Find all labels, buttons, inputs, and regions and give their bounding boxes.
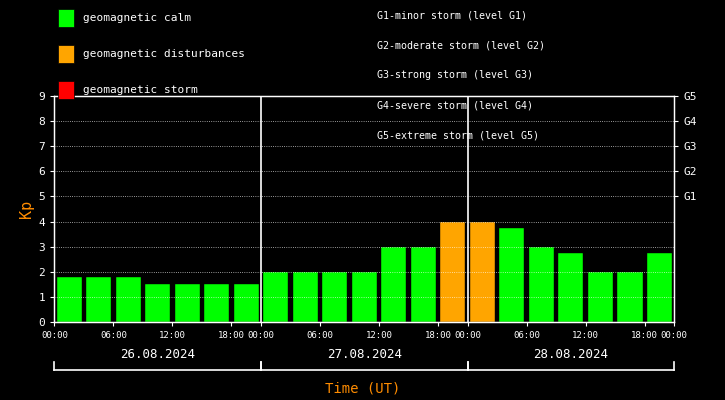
Bar bbox=[381, 247, 407, 322]
Bar bbox=[115, 277, 141, 322]
Bar bbox=[175, 284, 200, 322]
Bar bbox=[411, 247, 436, 322]
Text: G5-extreme storm (level G5): G5-extreme storm (level G5) bbox=[377, 130, 539, 140]
Text: G3-strong storm (level G3): G3-strong storm (level G3) bbox=[377, 70, 533, 80]
Bar bbox=[57, 277, 82, 322]
Text: G1-minor storm (level G1): G1-minor storm (level G1) bbox=[377, 10, 527, 20]
Bar bbox=[618, 272, 642, 322]
Bar bbox=[145, 284, 170, 322]
Text: G2-moderate storm (level G2): G2-moderate storm (level G2) bbox=[377, 40, 545, 50]
Bar bbox=[204, 284, 229, 322]
Text: geomagnetic disturbances: geomagnetic disturbances bbox=[83, 49, 244, 59]
Text: 26.08.2024: 26.08.2024 bbox=[120, 348, 195, 360]
Bar bbox=[500, 228, 524, 322]
Bar bbox=[293, 272, 318, 322]
Bar bbox=[233, 284, 259, 322]
Text: G4-severe storm (level G4): G4-severe storm (level G4) bbox=[377, 100, 533, 110]
Y-axis label: Kp: Kp bbox=[20, 200, 34, 218]
Bar bbox=[529, 247, 554, 322]
Bar bbox=[86, 277, 111, 322]
Bar bbox=[263, 272, 289, 322]
Text: geomagnetic calm: geomagnetic calm bbox=[83, 13, 191, 23]
Text: 27.08.2024: 27.08.2024 bbox=[327, 348, 402, 360]
Bar bbox=[440, 222, 465, 322]
Bar bbox=[352, 272, 377, 322]
Bar bbox=[322, 272, 347, 322]
Text: Time (UT): Time (UT) bbox=[325, 382, 400, 396]
Text: geomagnetic storm: geomagnetic storm bbox=[83, 85, 197, 95]
Text: 28.08.2024: 28.08.2024 bbox=[534, 348, 608, 360]
Bar bbox=[588, 272, 613, 322]
Bar bbox=[558, 253, 584, 322]
Bar bbox=[647, 253, 672, 322]
Bar bbox=[470, 222, 495, 322]
